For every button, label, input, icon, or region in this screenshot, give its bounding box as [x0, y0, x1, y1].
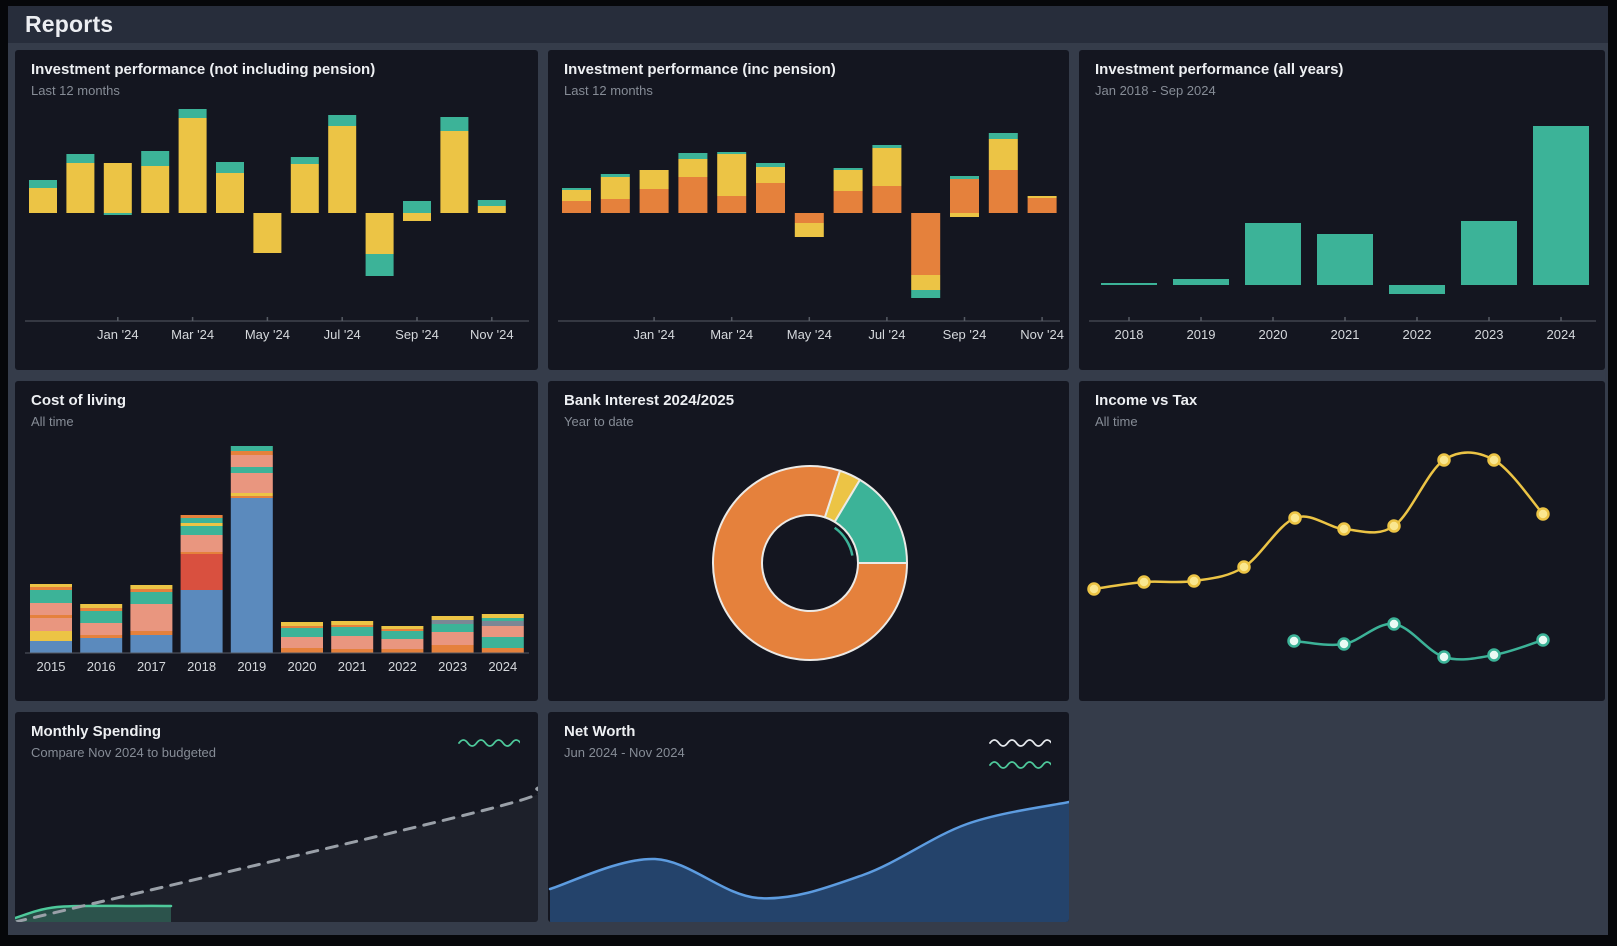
svg-text:Mar '24: Mar '24	[171, 327, 214, 342]
bar-chart[interactable]: 2018 2019 2020 2021 2022 2023 2024	[1079, 50, 1605, 370]
panel-title[interactable]: Cost of living	[31, 392, 126, 409]
panel-subtitle: Jun 2024 - Nov 2024	[564, 745, 685, 760]
page-title: Reports	[25, 11, 114, 37]
svg-text:2022: 2022	[1403, 327, 1432, 342]
panel-subtitle: Last 12 months	[564, 83, 653, 98]
svg-text:2024: 2024	[1547, 327, 1576, 342]
panel-subtitle: All time	[31, 414, 74, 429]
svg-text:2022: 2022	[388, 659, 417, 674]
svg-text:Mar '24: Mar '24	[710, 327, 753, 342]
stacked-bar-chart[interactable]: Jan '24 Mar '24 May '24 Jul '24 Sep '24 Nov '…	[548, 50, 1069, 370]
panel-subtitle: All time	[1095, 414, 1138, 429]
panel-subtitle: Compare Nov 2024 to budgeted	[31, 745, 217, 760]
panel-legend[interactable]	[989, 736, 1051, 770]
svg-text:May '24: May '24	[245, 327, 290, 342]
panel-title[interactable]: Investment performance (all years)	[1095, 61, 1344, 78]
panel-cost-of-living: Cost of living All time 2015 2016 2017 2018…	[15, 381, 538, 701]
line-chart[interactable]	[1079, 381, 1605, 701]
svg-text:2018: 2018	[187, 659, 216, 674]
svg-text:2020: 2020	[288, 659, 317, 674]
svg-text:Jan '24: Jan '24	[97, 327, 139, 342]
panel-title[interactable]: Investment performance (inc pension)	[564, 61, 836, 78]
svg-text:Jul '24: Jul '24	[324, 327, 361, 342]
panel-income-vs-tax: Income vs Tax All time	[1079, 381, 1605, 701]
svg-text:Jan '24: Jan '24	[633, 327, 675, 342]
svg-text:May '24: May '24	[787, 327, 832, 342]
svg-text:2018: 2018	[1115, 327, 1144, 342]
svg-text:2020: 2020	[1259, 327, 1288, 342]
svg-text:Jul '24: Jul '24	[868, 327, 905, 342]
panel-investment-all-years: Investment performance (all years) Jan 2…	[1079, 50, 1605, 370]
stacked-bar-chart[interactable]: 2015 2016 2017 2018 2019 2020 2021 2022 2023 2024	[15, 381, 538, 701]
svg-text:2024: 2024	[488, 659, 517, 674]
panel-grid: Investment performance (not including pe…	[8, 43, 1608, 922]
svg-text:2016: 2016	[87, 659, 116, 674]
sparkline-icon[interactable]	[989, 736, 1051, 748]
dashboard-header: Reports	[8, 6, 1608, 43]
svg-text:2015: 2015	[37, 659, 66, 674]
panel-title[interactable]: Monthly Spending	[31, 723, 161, 740]
svg-text:2021: 2021	[338, 659, 367, 674]
panel-subtitle: Jan 2018 - Sep 2024	[1095, 83, 1216, 98]
panel-net-worth: Net Worth Jun 2024 - Nov 2024	[548, 712, 1069, 922]
area-chart[interactable]	[548, 712, 1069, 922]
svg-text:2019: 2019	[237, 659, 266, 674]
svg-text:Nov '24: Nov '24	[470, 327, 514, 342]
panel-monthly-spending: Monthly Spending Compare Nov 2024 to bud…	[15, 712, 538, 922]
panel-title[interactable]: Bank Interest 2024/2025	[564, 392, 735, 409]
panel-investment-no-pension: Investment performance (not including pe…	[15, 50, 538, 370]
panel-title[interactable]: Net Worth	[564, 723, 636, 740]
panel-subtitle: Last 12 months	[31, 83, 120, 98]
svg-text:2021: 2021	[1331, 327, 1360, 342]
donut-chart[interactable]	[548, 381, 1069, 701]
svg-text:2023: 2023	[1475, 327, 1504, 342]
panel-legend[interactable]	[458, 736, 520, 748]
svg-text:2023: 2023	[438, 659, 467, 674]
dashboard-app: Reports Investment performance (not incl…	[8, 6, 1608, 935]
svg-text:Nov '24: Nov '24	[1020, 327, 1064, 342]
svg-text:2017: 2017	[137, 659, 166, 674]
area-chart[interactable]	[15, 712, 538, 922]
panel-bank-interest: Bank Interest 2024/2025 Year to date	[548, 381, 1069, 701]
panel-title[interactable]: Income vs Tax	[1095, 392, 1198, 409]
svg-text:2019: 2019	[1187, 327, 1216, 342]
stacked-bar-chart[interactable]: Jan '24 Mar '24 May '24 Jul '24 Sep '24 Nov '…	[15, 50, 538, 370]
svg-text:Sep '24: Sep '24	[395, 327, 439, 342]
sparkline-icon[interactable]	[989, 758, 1051, 770]
panel-subtitle: Year to date	[564, 414, 634, 429]
svg-text:Sep '24: Sep '24	[943, 327, 987, 342]
panel-title[interactable]: Investment performance (not including pe…	[31, 61, 376, 78]
sparkline-icon[interactable]	[458, 736, 520, 748]
panel-investment-inc-pension: Investment performance (inc pension) Las…	[548, 50, 1069, 370]
